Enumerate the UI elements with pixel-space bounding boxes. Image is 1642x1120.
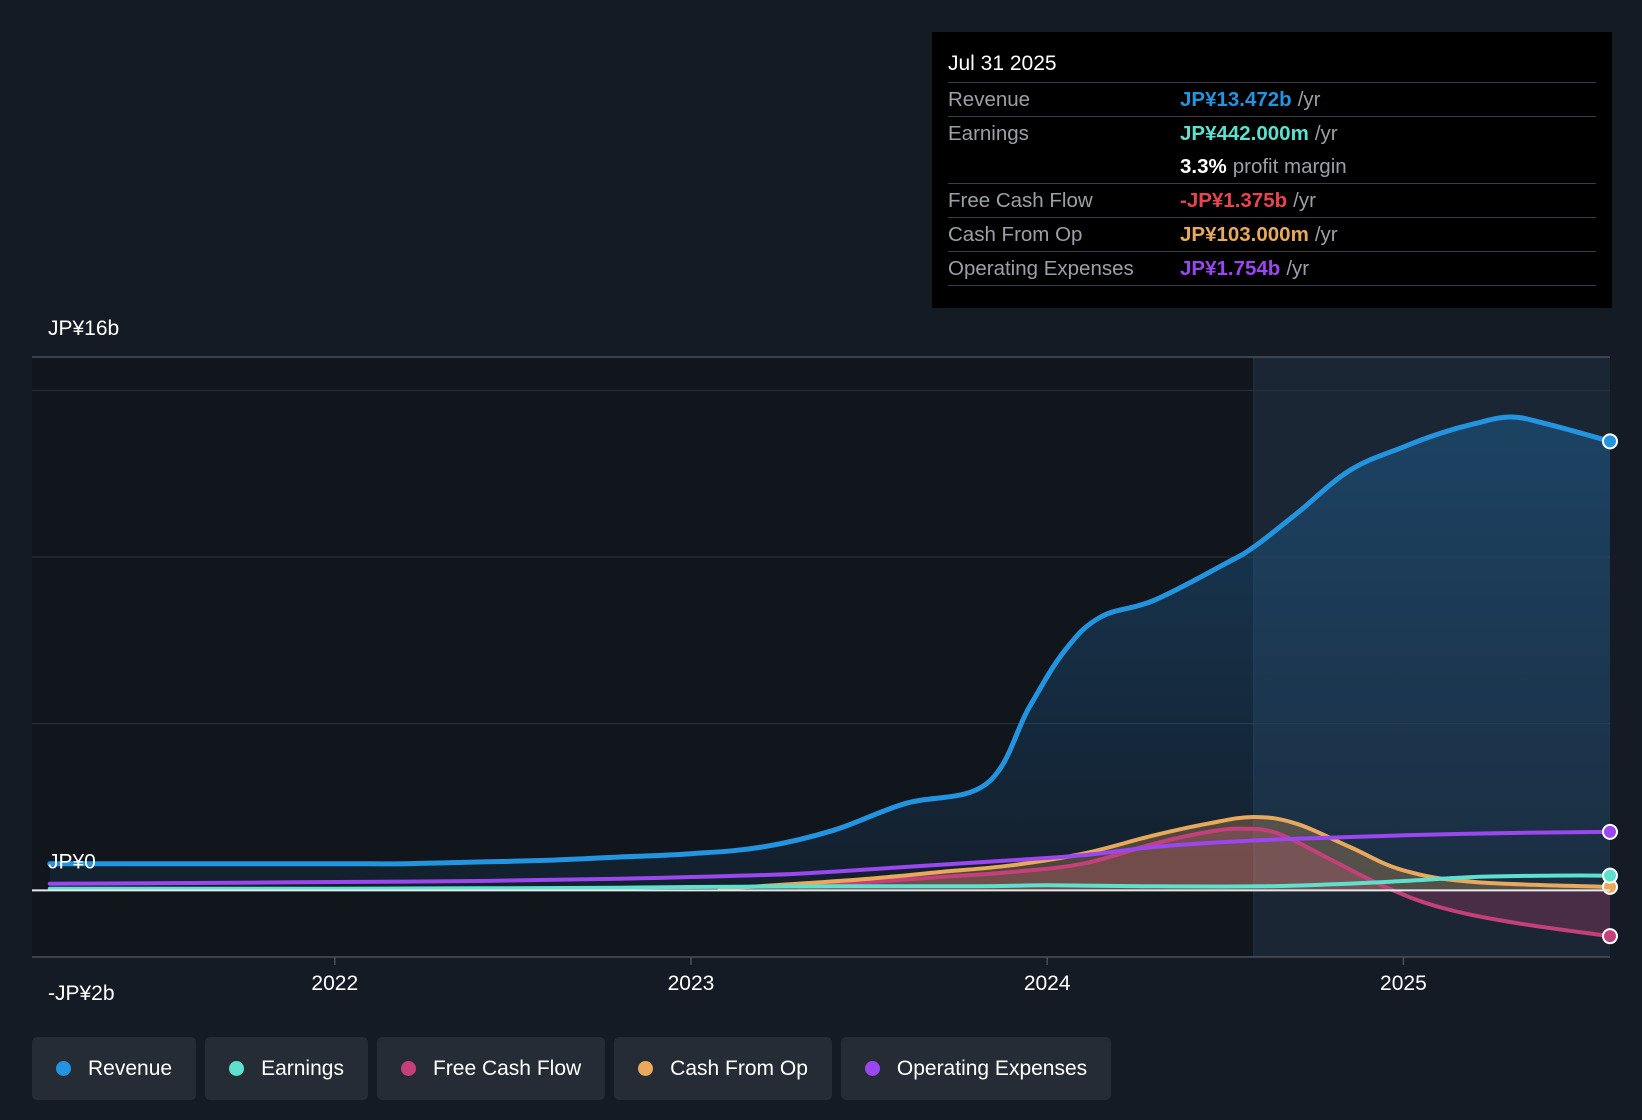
tooltip-row-earnings: Earnings JP¥442.000m/yr [948,117,1596,150]
tooltip-unit: profit margin [1232,155,1347,178]
tooltip-label: Cash From Op [948,223,1083,246]
legend-label: Operating Expenses [896,1056,1088,1080]
legend-label: Free Cash Flow [432,1056,582,1080]
tooltip-value: -JP¥1.375b [1180,189,1288,212]
tooltip-unit: /yr [1297,88,1321,111]
tooltip-label: Free Cash Flow [948,189,1093,212]
x-tick-label: 2023 [668,972,715,995]
tooltip-label [948,150,1180,183]
tooltip-unit: /yr [1314,223,1338,246]
operating-expenses-end-marker [1602,823,1618,840]
cash-from-op-dot-icon [638,1061,654,1076]
tooltip-row-cfo: Cash From Op JP¥103.000m/yr [948,218,1596,252]
revenue-line [47,414,1613,867]
tooltip-unit: /yr [1314,122,1338,145]
tooltip-unit: /yr [1293,189,1316,212]
legend-item-operating-expenses[interactable]: Operating Expenses [840,1037,1112,1100]
x-tick-label: 2025 [1380,972,1427,995]
free-cash-flow-end-marker [1602,928,1618,945]
legend-item-cash-from-op[interactable]: Cash From Op [614,1037,832,1100]
revenue-end-marker [1602,433,1618,450]
earnings-line [47,873,1612,891]
operating-expenses-line [47,829,1612,886]
x-tick-label: 2024 [1024,972,1071,995]
tooltip-unit: /yr [1286,257,1310,280]
x-tick-label: 2022 [311,972,358,995]
data-tooltip: Jul 31 2025 Revenue JP¥13.472b/yr Earnin… [932,32,1612,308]
tooltip-value: JP¥442.000m [1180,122,1309,145]
tooltip-value: JP¥1.754b [1180,257,1281,280]
legend-item-revenue[interactable]: Revenue [32,1037,197,1100]
cash-from-op-line [717,814,1612,891]
tooltip-row-fcf: Free Cash Flow -JP¥1.375b/yr [948,184,1596,218]
tooltip-value: JP¥13.472b [1180,88,1292,111]
chart-legend: Revenue Earnings Free Cash Flow Cash Fro… [32,1037,1112,1100]
legend-label: Earnings [261,1056,344,1080]
free-cash-flow-line [795,826,1612,939]
tooltip-value: JP¥103.000m [1180,223,1309,246]
earnings-dot-icon [229,1061,245,1076]
operating-expenses-dot-icon [864,1061,880,1076]
tooltip-label: Earnings [948,122,1029,145]
y-tick-label: JP¥16b [48,317,119,340]
revenue-dot-icon [56,1061,71,1076]
free-cash-flow-dot-icon [400,1061,416,1076]
legend-label: Revenue [88,1056,173,1080]
legend-item-free-cash-flow[interactable]: Free Cash Flow [376,1037,606,1100]
tooltip-date: Jul 31 2025 [948,46,1596,83]
tooltip-value: 3.3% [1180,155,1227,178]
legend-label: Cash From Op [670,1056,808,1080]
revenue-area [49,417,1610,891]
earnings-end-marker [1602,867,1618,884]
legend-item-earnings[interactable]: Earnings [205,1037,368,1100]
tooltip-row-revenue: Revenue JP¥13.472b/yr [948,83,1596,117]
y-tick-label: -JP¥2b [48,982,115,1005]
tooltip-label: Operating Expenses [948,257,1134,280]
tooltip-row-opex: Operating Expenses JP¥1.754b/yr [948,252,1596,286]
tooltip-label: Revenue [948,88,1031,111]
tooltip-row-margin: 3.3% profit margin [948,150,1596,184]
free-cash-flow-area [797,828,1610,937]
y-tick-label: JP¥0 [48,850,96,873]
